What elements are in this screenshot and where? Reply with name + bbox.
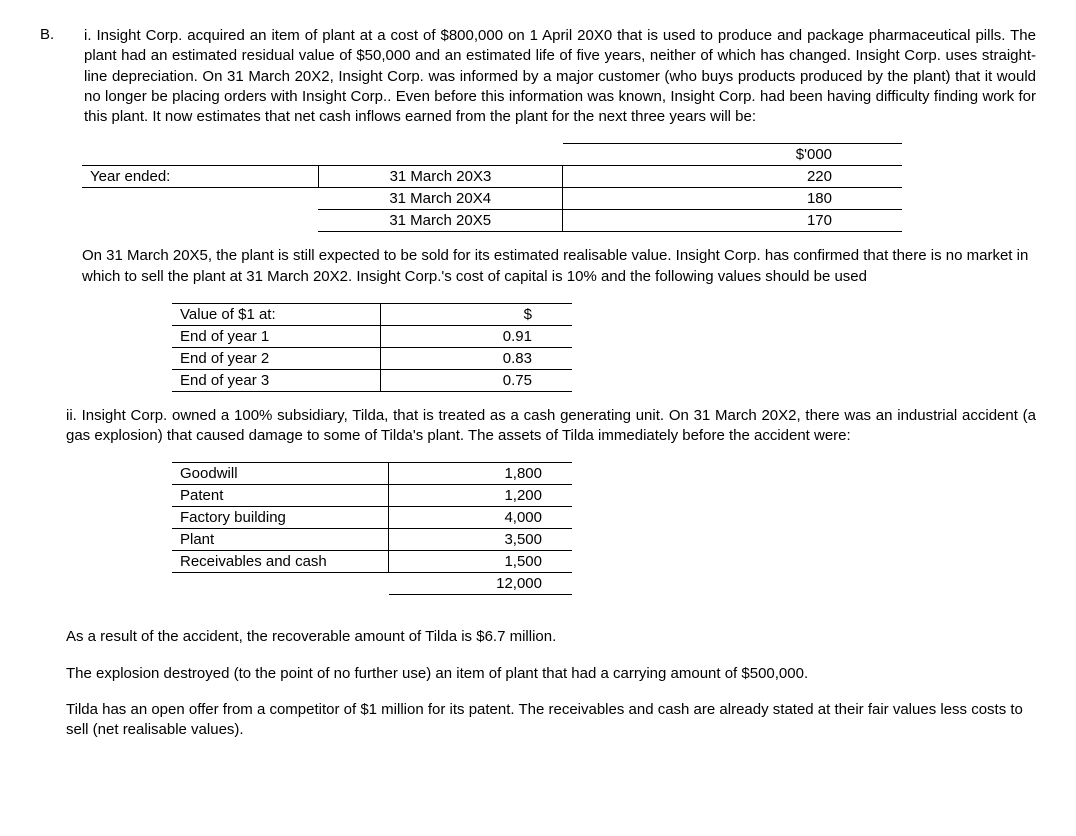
- tilda-assets-table: Goodwill 1,800 Patent 1,200 Factory buil…: [172, 462, 572, 595]
- year-ended-label: Year ended:: [82, 166, 318, 188]
- empty-cell: [82, 188, 318, 210]
- after-cash-paragraph: On 31 March 20X5, the plant is still exp…: [82, 246, 1036, 287]
- disc-header-unit: $: [381, 303, 572, 325]
- content-body: i. Insight Corp. acquired an item of pla…: [82, 26, 1036, 756]
- assets-total: 12,000: [389, 573, 572, 595]
- empty-cell: [172, 573, 389, 595]
- asset-label: Factory building: [172, 507, 389, 529]
- part-i-intro: i. Insight Corp. acquired an item of pla…: [82, 26, 1036, 127]
- empty-cell: [82, 210, 318, 232]
- patent-offer-paragraph: Tilda has an open offer from a competito…: [66, 700, 1036, 741]
- recoverable-paragraph: As a result of the accident, the recover…: [66, 627, 1036, 647]
- asset-label: Patent: [172, 485, 389, 507]
- disc-row-value: 0.75: [381, 369, 572, 391]
- cash-date: 31 March 20X4: [318, 188, 563, 210]
- part-ii-intro: ii. Insight Corp. owned a 100% subsidiar…: [66, 406, 1036, 447]
- cash-date: 31 March 20X3: [318, 166, 563, 188]
- asset-value: 1,200: [389, 485, 572, 507]
- asset-label: Plant: [172, 529, 389, 551]
- asset-value: 1,800: [389, 463, 572, 485]
- cash-date: 31 March 20X5: [318, 210, 563, 232]
- cash-value: 170: [563, 210, 902, 232]
- disc-row-label: End of year 2: [172, 347, 381, 369]
- asset-label: Receivables and cash: [172, 551, 389, 573]
- asset-label: Goodwill: [172, 463, 389, 485]
- section-marker: B.: [40, 26, 82, 43]
- disc-row-value: 0.83: [381, 347, 572, 369]
- disc-row-value: 0.91: [381, 325, 572, 347]
- empty-cell: [82, 144, 318, 166]
- cash-inflows-table: $'000 Year ended: 31 March 20X3 220 31 M…: [82, 143, 902, 232]
- asset-value: 4,000: [389, 507, 572, 529]
- asset-value: 3,500: [389, 529, 572, 551]
- destroyed-paragraph: The explosion destroyed (to the point of…: [66, 664, 1036, 684]
- cash-value: 180: [563, 188, 902, 210]
- empty-cell: [318, 144, 563, 166]
- cash-value: 220: [563, 166, 902, 188]
- disc-row-label: End of year 1: [172, 325, 381, 347]
- units-header: $'000: [563, 144, 902, 166]
- discount-factors-table: Value of $1 at: $ End of year 1 0.91 End…: [172, 303, 572, 392]
- asset-value: 1,500: [389, 551, 572, 573]
- disc-row-label: End of year 3: [172, 369, 381, 391]
- disc-header-label: Value of $1 at:: [172, 303, 381, 325]
